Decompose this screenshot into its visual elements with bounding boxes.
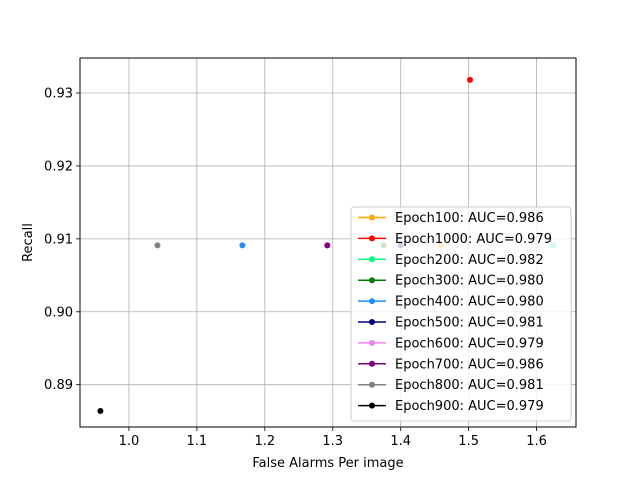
x-tick-label: 1.3 (322, 434, 343, 449)
legend-marker (369, 381, 375, 388)
legend-marker (369, 298, 375, 305)
legend-marker (369, 402, 375, 409)
x-tick-label: 1.0 (119, 434, 140, 449)
y-tick-label: 0.89 (44, 378, 73, 393)
legend-entry: Epoch600: AUC=0.979 (395, 336, 544, 351)
legend-marker (369, 339, 375, 346)
y-tick-label: 0.93 (44, 87, 73, 102)
legend-entry: Epoch100: AUC=0.986 (395, 211, 544, 226)
plot-frame (79, 57, 577, 428)
legend-entry: Epoch1000: AUC=0.979 (395, 232, 552, 247)
y-tick-label: 0.91 (44, 232, 73, 247)
data-point (324, 242, 331, 249)
axis-ticks: 1.0 1.1 1.2 1.3 1.4 1.5 1.6 0.89 0.90 0.91 0.92 0.9… (44, 87, 547, 449)
x-tick-label: 1.6 (526, 434, 547, 449)
data-point (154, 242, 161, 249)
legend-entry: Epoch500: AUC=0.981 (395, 316, 544, 331)
data-point (239, 242, 246, 249)
data-point (97, 407, 104, 414)
legend-entry: Epoch800: AUC=0.981 (395, 378, 544, 393)
x-tick-label: 1.1 (187, 434, 208, 449)
x-axis-label: False Alarms Per image (252, 456, 403, 471)
legend-entry: Epoch700: AUC=0.986 (395, 357, 544, 372)
data-point (467, 76, 474, 83)
legend-marker (369, 277, 375, 284)
x-tick-label: 1.5 (458, 434, 479, 449)
legend-entry: Epoch400: AUC=0.980 (395, 295, 544, 310)
legend-box (350, 206, 572, 422)
legend-entry: Epoch200: AUC=0.982 (395, 253, 544, 268)
legend-marker (369, 235, 375, 242)
y-axis-label: Recall (21, 223, 36, 262)
x-tick-label: 1.4 (390, 434, 411, 449)
legend-marker (369, 319, 375, 325)
legend-marker (369, 214, 375, 221)
y-tick-label: 0.90 (44, 305, 73, 320)
legend-marker (369, 360, 375, 367)
legend-entry: Epoch300: AUC=0.980 (395, 274, 544, 289)
legend-marker (369, 256, 375, 263)
legend-entry: Epoch900: AUC=0.979 (395, 399, 544, 414)
x-tick-label: 1.2 (254, 434, 275, 449)
legend: Epoch100: AUC=0.986 Epoch1000: AUC=0.979 E… (350, 206, 572, 422)
y-tick-label: 0.92 (44, 159, 73, 174)
